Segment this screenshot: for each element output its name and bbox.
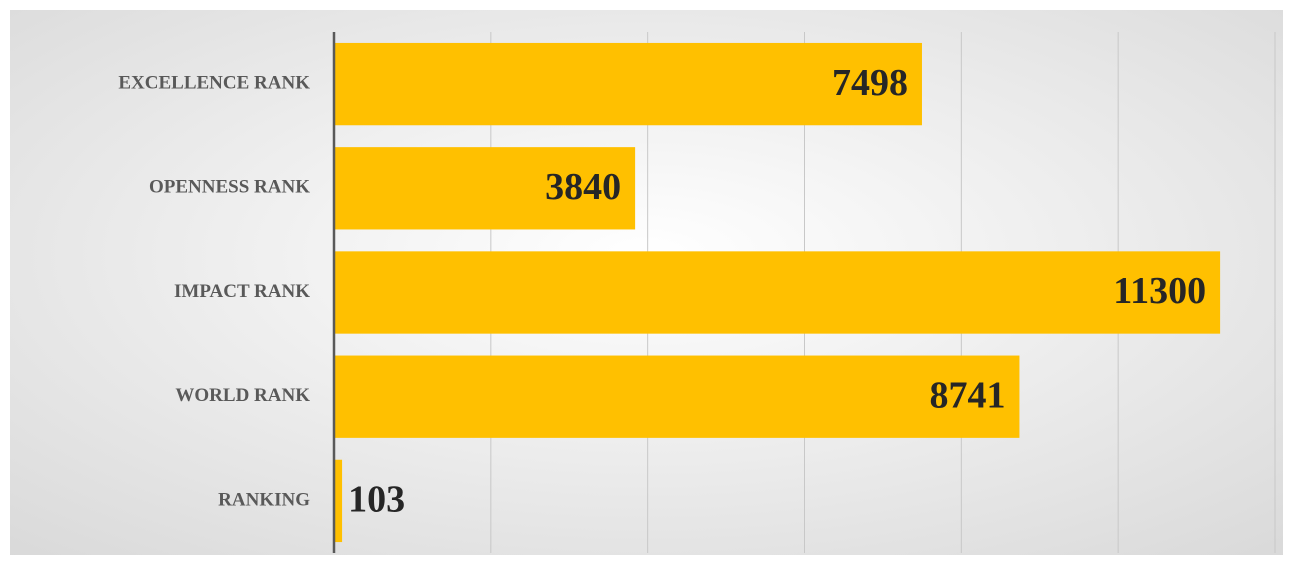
value-label: 8741 (929, 374, 1005, 416)
y-tick-label: WORLD RANK (175, 385, 310, 406)
value-label: 3840 (545, 166, 621, 208)
bar (334, 147, 636, 230)
y-tick-label: OPENNESS RANK (149, 177, 310, 198)
value-label: 11300 (1113, 270, 1206, 312)
bar (334, 42, 922, 126)
bar (334, 251, 1221, 334)
value-label: 103 (348, 479, 405, 521)
bar (334, 459, 343, 543)
y-tick-label: EXCELLENCE RANK (118, 72, 310, 93)
y-tick-label: RANKING (218, 489, 310, 510)
value-label: 7498 (832, 62, 908, 104)
y-tick-label: IMPACT RANK (174, 281, 310, 302)
bar (334, 355, 1020, 438)
